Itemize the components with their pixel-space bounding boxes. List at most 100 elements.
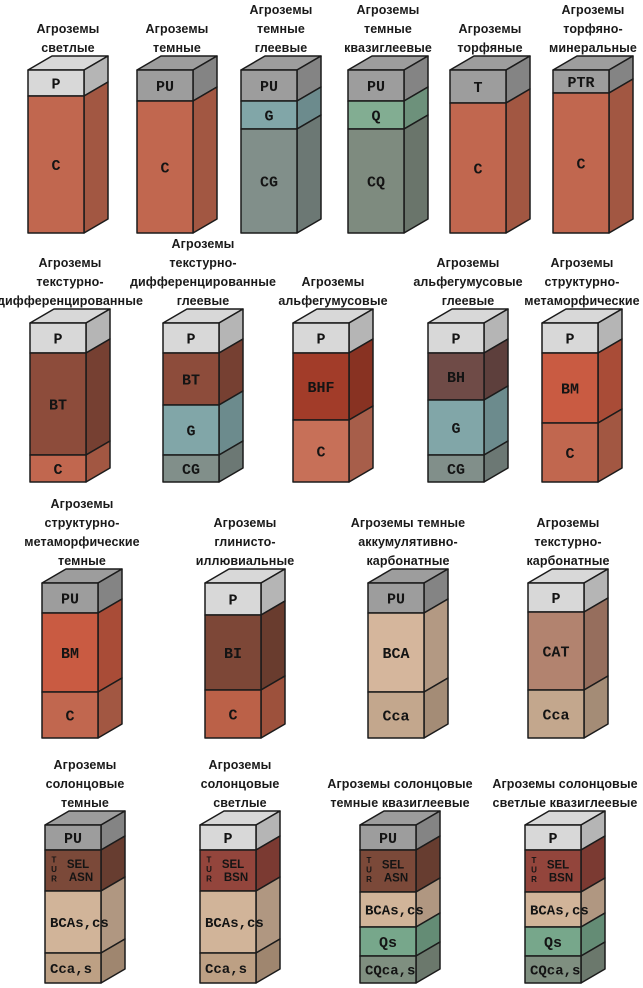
profile-title: Агроземы альфегумусовые глеевые — [386, 254, 550, 311]
horizon-label: Qs — [379, 935, 397, 952]
profile-title-line: глеевые — [254, 41, 308, 55]
profile-title-line: Агроземы — [145, 22, 209, 36]
profile-title-line: Агроземы солонцовые — [492, 777, 638, 791]
horizon-front-face — [29, 454, 87, 483]
horizon-label: Cca — [382, 709, 409, 726]
profile-title: Агроземы текстурно-дифференцированные — [0, 254, 152, 311]
profile-title-line: Агроземы — [38, 256, 102, 270]
profile-title-line: темные — [257, 22, 305, 36]
soil-profile-prism: P BT G CG — [162, 308, 244, 483]
horizon-vertical-letter: R — [51, 875, 57, 884]
profile-title-line: Агроземы — [36, 22, 100, 36]
horizon-vertical-letter: U — [531, 866, 537, 875]
profile-title-line: карбонатные — [366, 554, 450, 568]
horizon-front-face — [27, 95, 85, 234]
horizon-label: BT — [182, 373, 200, 390]
horizon-label: C — [316, 445, 325, 462]
profile-title: Агроземы торфяные — [408, 20, 572, 58]
soil-profile-prism: PTR C — [552, 55, 634, 234]
profile-title-line: торфяно- — [563, 22, 623, 36]
profile-title-line: солонцовые — [45, 777, 125, 791]
horizon-front-face — [44, 952, 102, 984]
horizon-label: CQca,s — [530, 964, 580, 980]
horizon-label: PU — [387, 592, 405, 609]
horizon-side-face — [423, 598, 449, 693]
horizon-label: T — [473, 80, 482, 97]
profile-title-line: структурно- — [44, 516, 120, 530]
profile-title-line: глеевые — [441, 294, 495, 308]
horizon-label: CG — [182, 462, 200, 479]
profile-title-line: темные — [364, 22, 412, 36]
soil-profile-prism: P BHF C — [292, 308, 374, 483]
horizon-label: PU — [156, 79, 174, 96]
horizon-label: P — [565, 332, 574, 349]
profile-title-line: солонцовые — [200, 777, 280, 791]
horizon-vertical-letter: T — [52, 856, 57, 865]
profile-title-line: аккумулятивно- — [358, 535, 458, 549]
horizon-label: BCAs,cs — [365, 904, 424, 920]
horizon-front-face — [367, 691, 425, 739]
horizon-side-face — [403, 114, 429, 234]
horizon-front-face — [527, 689, 585, 739]
profile-title-line: глеевые — [176, 294, 230, 308]
horizon-vertical-letter: R — [206, 875, 212, 884]
horizon-front-face — [162, 454, 220, 483]
profile-title: Агроземы солонцовые светлые квазиглеевые — [483, 775, 643, 813]
horizon-label: Cca,s — [205, 962, 247, 978]
horizon-label: P — [186, 332, 195, 349]
horizon-label: C — [160, 161, 169, 178]
soil-profile-prism: PU BCA Cca — [367, 568, 449, 739]
profile-title: Агроземы темные глеевые — [199, 1, 363, 58]
horizon-label: C — [576, 157, 585, 174]
profile-title: Агроземы темные квазиглеевые — [306, 1, 470, 58]
profile-title-line: Агроземы — [213, 516, 277, 530]
horizon-label: P — [223, 831, 232, 848]
horizon-label: C — [51, 158, 60, 175]
horizon-label: P — [316, 332, 325, 349]
profile-title-line: Агроземы — [208, 758, 272, 772]
horizon-label: CG — [447, 462, 465, 479]
profile-title: Агроземы темные аккумулятивно-карбонатные — [326, 514, 490, 571]
profile-title-line: минеральные — [549, 41, 637, 55]
horizon-side-face — [97, 598, 123, 693]
horizon-label: BI — [224, 646, 242, 663]
horizon-side-face — [192, 86, 218, 234]
horizon-label: P — [551, 591, 560, 608]
profile-title-line: Агроземы — [53, 758, 117, 772]
soil-profile-prism: PU G CG — [240, 55, 322, 234]
profile-title-line: альфегумусовые — [278, 294, 388, 308]
horizon-sublabel: SEL — [382, 860, 404, 872]
profile-title-line: Агроземы — [561, 3, 625, 17]
profile-title: Агроземы солонцовые светлые — [158, 756, 322, 813]
horizon-sublabel: ASN — [69, 872, 93, 884]
horizon-front-face — [524, 955, 582, 984]
profile-title-line: Агроземы — [536, 516, 600, 530]
horizon-front-face — [204, 689, 262, 739]
horizon-label: CG — [260, 175, 278, 192]
horizon-side-face — [608, 78, 634, 234]
profile-title-line: темные — [58, 554, 106, 568]
profile-title: Агроземы альфегумусовые — [251, 273, 415, 311]
profile-title-line: метаморфические — [524, 294, 640, 308]
horizon-sublabel: BSN — [549, 873, 573, 885]
profile-title: Агроземы солонцовые темные — [3, 756, 167, 813]
profile-title-line: метаморфические — [24, 535, 140, 549]
profile-title-line: светлые — [41, 41, 95, 55]
profile-title-line: Агроземы — [356, 3, 420, 17]
soil-profile-prism: P BI C — [204, 568, 286, 739]
profile-title-line: Агроземы — [550, 256, 614, 270]
horizon-front-face — [292, 419, 350, 483]
profile-title-line: светлые — [213, 796, 267, 810]
soil-profile-prism: P BM C — [541, 308, 623, 483]
horizon-label: BM — [61, 646, 79, 663]
horizon-label: BCA — [382, 646, 409, 663]
profile-title: Агроземы текстурно-дифференцированные глее… — [121, 235, 285, 311]
horizon-side-face — [83, 81, 109, 234]
profile-title: Агроземы глинисто-иллювиальные — [163, 514, 327, 571]
profile-title-line: темные — [153, 41, 201, 55]
profile-title-line: Агроземы — [50, 497, 114, 511]
horizon-front-face — [449, 102, 507, 234]
horizon-label: P — [53, 332, 62, 349]
